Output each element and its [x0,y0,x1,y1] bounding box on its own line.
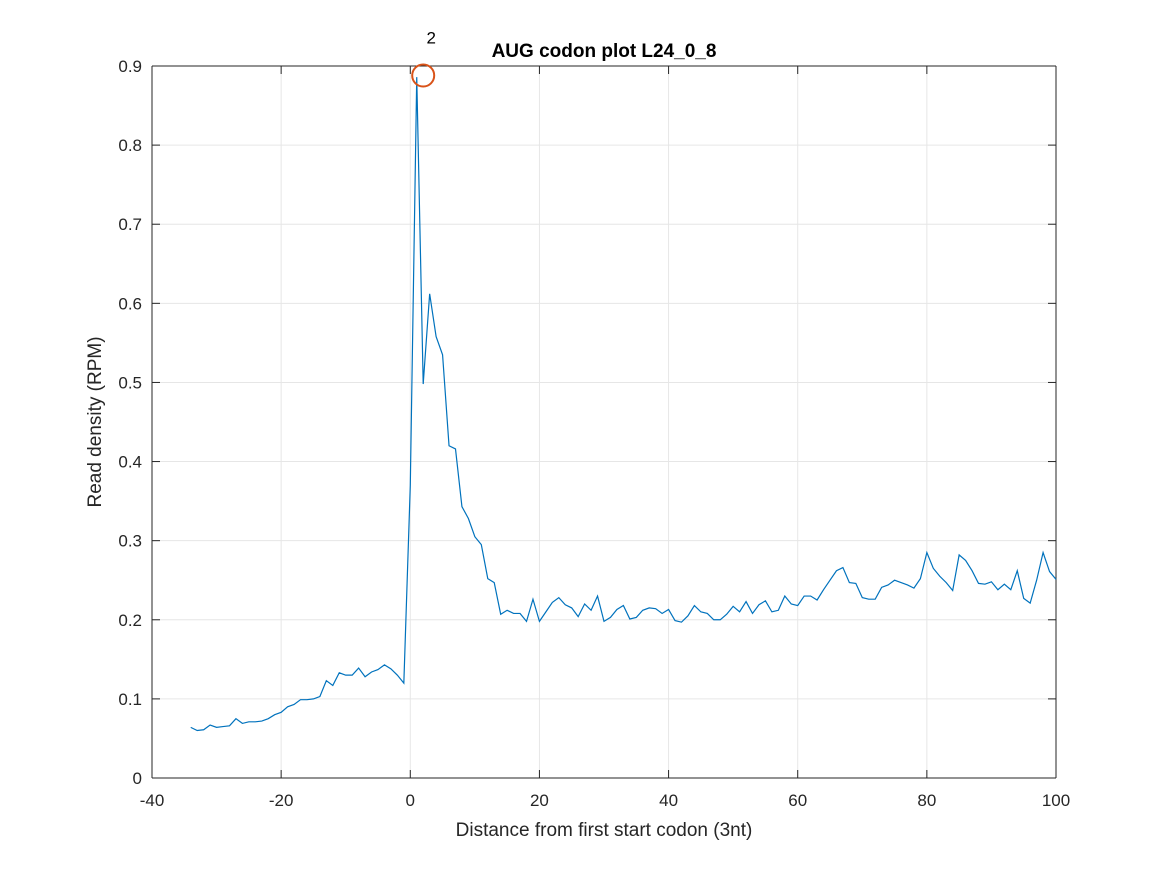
peak-marker [411,63,436,88]
chart-title: AUG codon plot L24_0_8 [492,41,717,62]
y-tick-label: 0.1 [118,690,142,709]
y-tick-label: 0.2 [118,611,142,630]
x-tick-label: 80 [917,791,936,810]
x-tick-label: 100 [1042,791,1070,810]
peak-label: 2 [426,28,435,47]
x-tick-label: 20 [530,791,549,810]
y-axis-ticks: 0 0.1 0.2 0.3 0.4 0.5 0.6 0.7 0.8 0.9 [118,57,1056,788]
y-tick-label: 0.9 [118,57,142,76]
y-tick-label: 0.6 [118,294,142,313]
series-line [190,77,1057,732]
y-axis-label: Read density (RPM) [85,336,106,507]
x-tick-label: -20 [269,791,294,810]
x-tick-label: 60 [788,791,807,810]
x-tick-label: -40 [140,791,165,810]
y-tick-label: 0.4 [118,453,142,472]
x-axis-label: Distance from first start codon (3nt) [456,820,753,841]
x-tick-label: 0 [406,791,415,810]
axes-frame [151,65,1057,779]
y-tick-label: 0.7 [118,215,142,234]
y-tick-label: 0 [133,769,142,788]
y-tick-label: 0.5 [118,373,142,392]
plot-background [152,66,1056,778]
y-tick-label: 0.8 [118,136,142,155]
x-axis-ticks: -40 -20 0 20 40 60 80 100 [140,66,1070,810]
x-tick-label: 40 [659,791,678,810]
y-tick-label: 0.3 [118,532,142,551]
